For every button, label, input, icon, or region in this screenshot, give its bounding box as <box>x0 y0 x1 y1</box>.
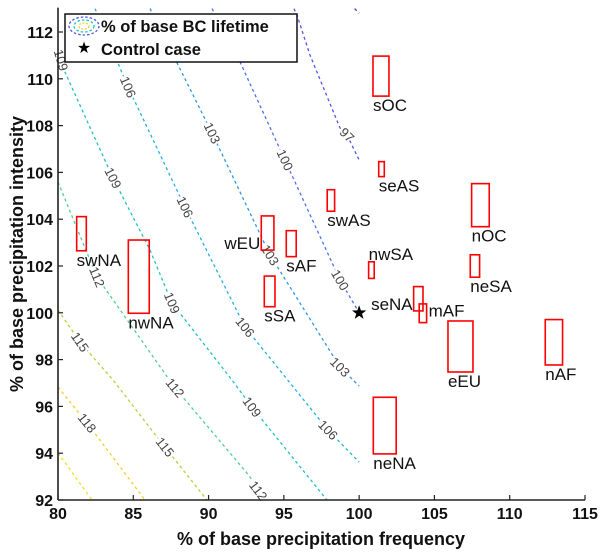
region-label-nwSA: nwSA <box>369 245 414 264</box>
region-box-nwNA <box>127 239 151 315</box>
region-label-neSA: neSA <box>470 277 512 296</box>
star-icon: ★ <box>77 40 91 57</box>
y-tick-label: 96 <box>35 399 53 416</box>
y-tick-label: 106 <box>26 165 53 182</box>
contour-label-106: 106 <box>174 194 197 220</box>
contour-label-112: 112 <box>163 375 188 401</box>
y-tick-label: 94 <box>35 446 53 463</box>
region-box-nOC <box>470 182 491 228</box>
x-tick-label: 100 <box>346 506 373 523</box>
x-tick-label: 105 <box>421 506 448 523</box>
region-box-sSA <box>263 275 276 308</box>
x-tick-label: 110 <box>497 506 523 523</box>
region-label-sOC: sOC <box>373 96 407 115</box>
contour-label-103: 103 <box>327 354 353 380</box>
region-box-seNA <box>412 285 424 312</box>
contour-line-109 <box>57 48 328 501</box>
y-tick-label: 108 <box>26 119 53 136</box>
contour-line-115 <box>57 309 208 501</box>
contour-label-100: 100 <box>328 267 352 293</box>
region-box-swNA <box>75 215 88 252</box>
region-label-nAF: nAF <box>545 365 576 384</box>
contour-lines <box>57 8 360 501</box>
contour-label-106: 106 <box>315 417 341 443</box>
contour-label-118: 118 <box>75 410 100 436</box>
contour-line-100 <box>211 8 360 314</box>
region-box-eEU <box>447 320 474 373</box>
region-box-mAF <box>418 303 428 324</box>
region-labels: sOC seAS swAS nOC swNA nwNA wEU sAF sSA nwSA neSA s… <box>77 96 577 473</box>
contour-label-106: 106 <box>232 314 257 340</box>
contour-label-109: 109 <box>101 165 124 191</box>
region-label-eEU: eEU <box>448 372 481 391</box>
control-case-star <box>352 305 367 319</box>
control-case-marker <box>352 305 367 319</box>
contour-label-109: 109 <box>239 394 264 420</box>
region-box-nwSA <box>367 260 375 280</box>
contour-label-106: 106 <box>117 74 139 100</box>
dashed-contour-ellipses-icon <box>68 16 100 36</box>
contour-label-115: 115 <box>68 329 92 355</box>
region-box-sAF <box>285 229 298 258</box>
contour-line-103 <box>149 8 360 387</box>
region-box-neSA <box>469 253 481 279</box>
region-boxes <box>75 55 564 455</box>
region-label-mAF: mAF <box>429 302 465 321</box>
region-label-nwNA: nwNA <box>128 313 174 332</box>
x-tick-label: 90 <box>200 506 218 523</box>
region-box-nAF <box>544 318 564 366</box>
x-tick-label: 115 <box>572 506 598 523</box>
region-label-nOC: nOC <box>472 227 507 246</box>
contour-label-100: 100 <box>274 147 297 173</box>
contour-line-94 <box>354 8 360 14</box>
y-tick-label: 92 <box>35 493 53 510</box>
y-axis-title: % of base precipitation intensity <box>7 116 27 392</box>
contour-label-103: 103 <box>201 120 224 146</box>
region-label-seAS: seAS <box>379 177 420 196</box>
contour-label-115: 115 <box>153 434 178 460</box>
region-label-swNA: swNA <box>77 251 122 270</box>
y-tick-label: 100 <box>26 306 53 323</box>
region-box-neNA <box>372 396 397 455</box>
region-label-sAF: sAF <box>286 257 316 276</box>
x-tick-label: 80 <box>49 506 67 523</box>
contour-line-118 <box>57 386 146 501</box>
y-tick-label: 98 <box>35 353 53 370</box>
region-label-neNA: neNA <box>373 454 416 473</box>
y-tick-label: 110 <box>27 72 53 89</box>
contour-line-112 <box>57 181 268 501</box>
axes: 80 85 90 95 100 105 110 115 92 94 96 98 100 102 104 106… <box>26 7 598 523</box>
y-tick-label: 112 <box>27 25 53 42</box>
region-box-sOC <box>372 55 390 97</box>
region-label-sSA: sSA <box>264 307 296 326</box>
legend-label-control-case: Control case <box>101 41 201 59</box>
x-tick-label: 85 <box>124 506 142 523</box>
region-box-swAS <box>326 188 336 213</box>
x-tick-label: 95 <box>275 506 293 523</box>
region-label-swAS: swAS <box>327 211 370 230</box>
region-label-seNA: seNA <box>371 295 413 314</box>
y-tick-label: 104 <box>26 212 53 229</box>
legend: % of base BC lifetime ★ Control case <box>64 13 298 63</box>
region-box-seAS <box>377 160 386 178</box>
x-axis-title: % of base precipitation frequency <box>177 529 465 549</box>
legend-label-bc-lifetime: % of base BC lifetime <box>101 18 269 36</box>
region-label-wEU: wEU <box>223 234 260 253</box>
region-box-wEU <box>260 215 275 251</box>
contour-label-109: 109 <box>161 290 183 316</box>
y-tick-label: 102 <box>26 259 53 276</box>
contour-line-121 <box>57 452 93 501</box>
legend-box <box>64 13 298 63</box>
